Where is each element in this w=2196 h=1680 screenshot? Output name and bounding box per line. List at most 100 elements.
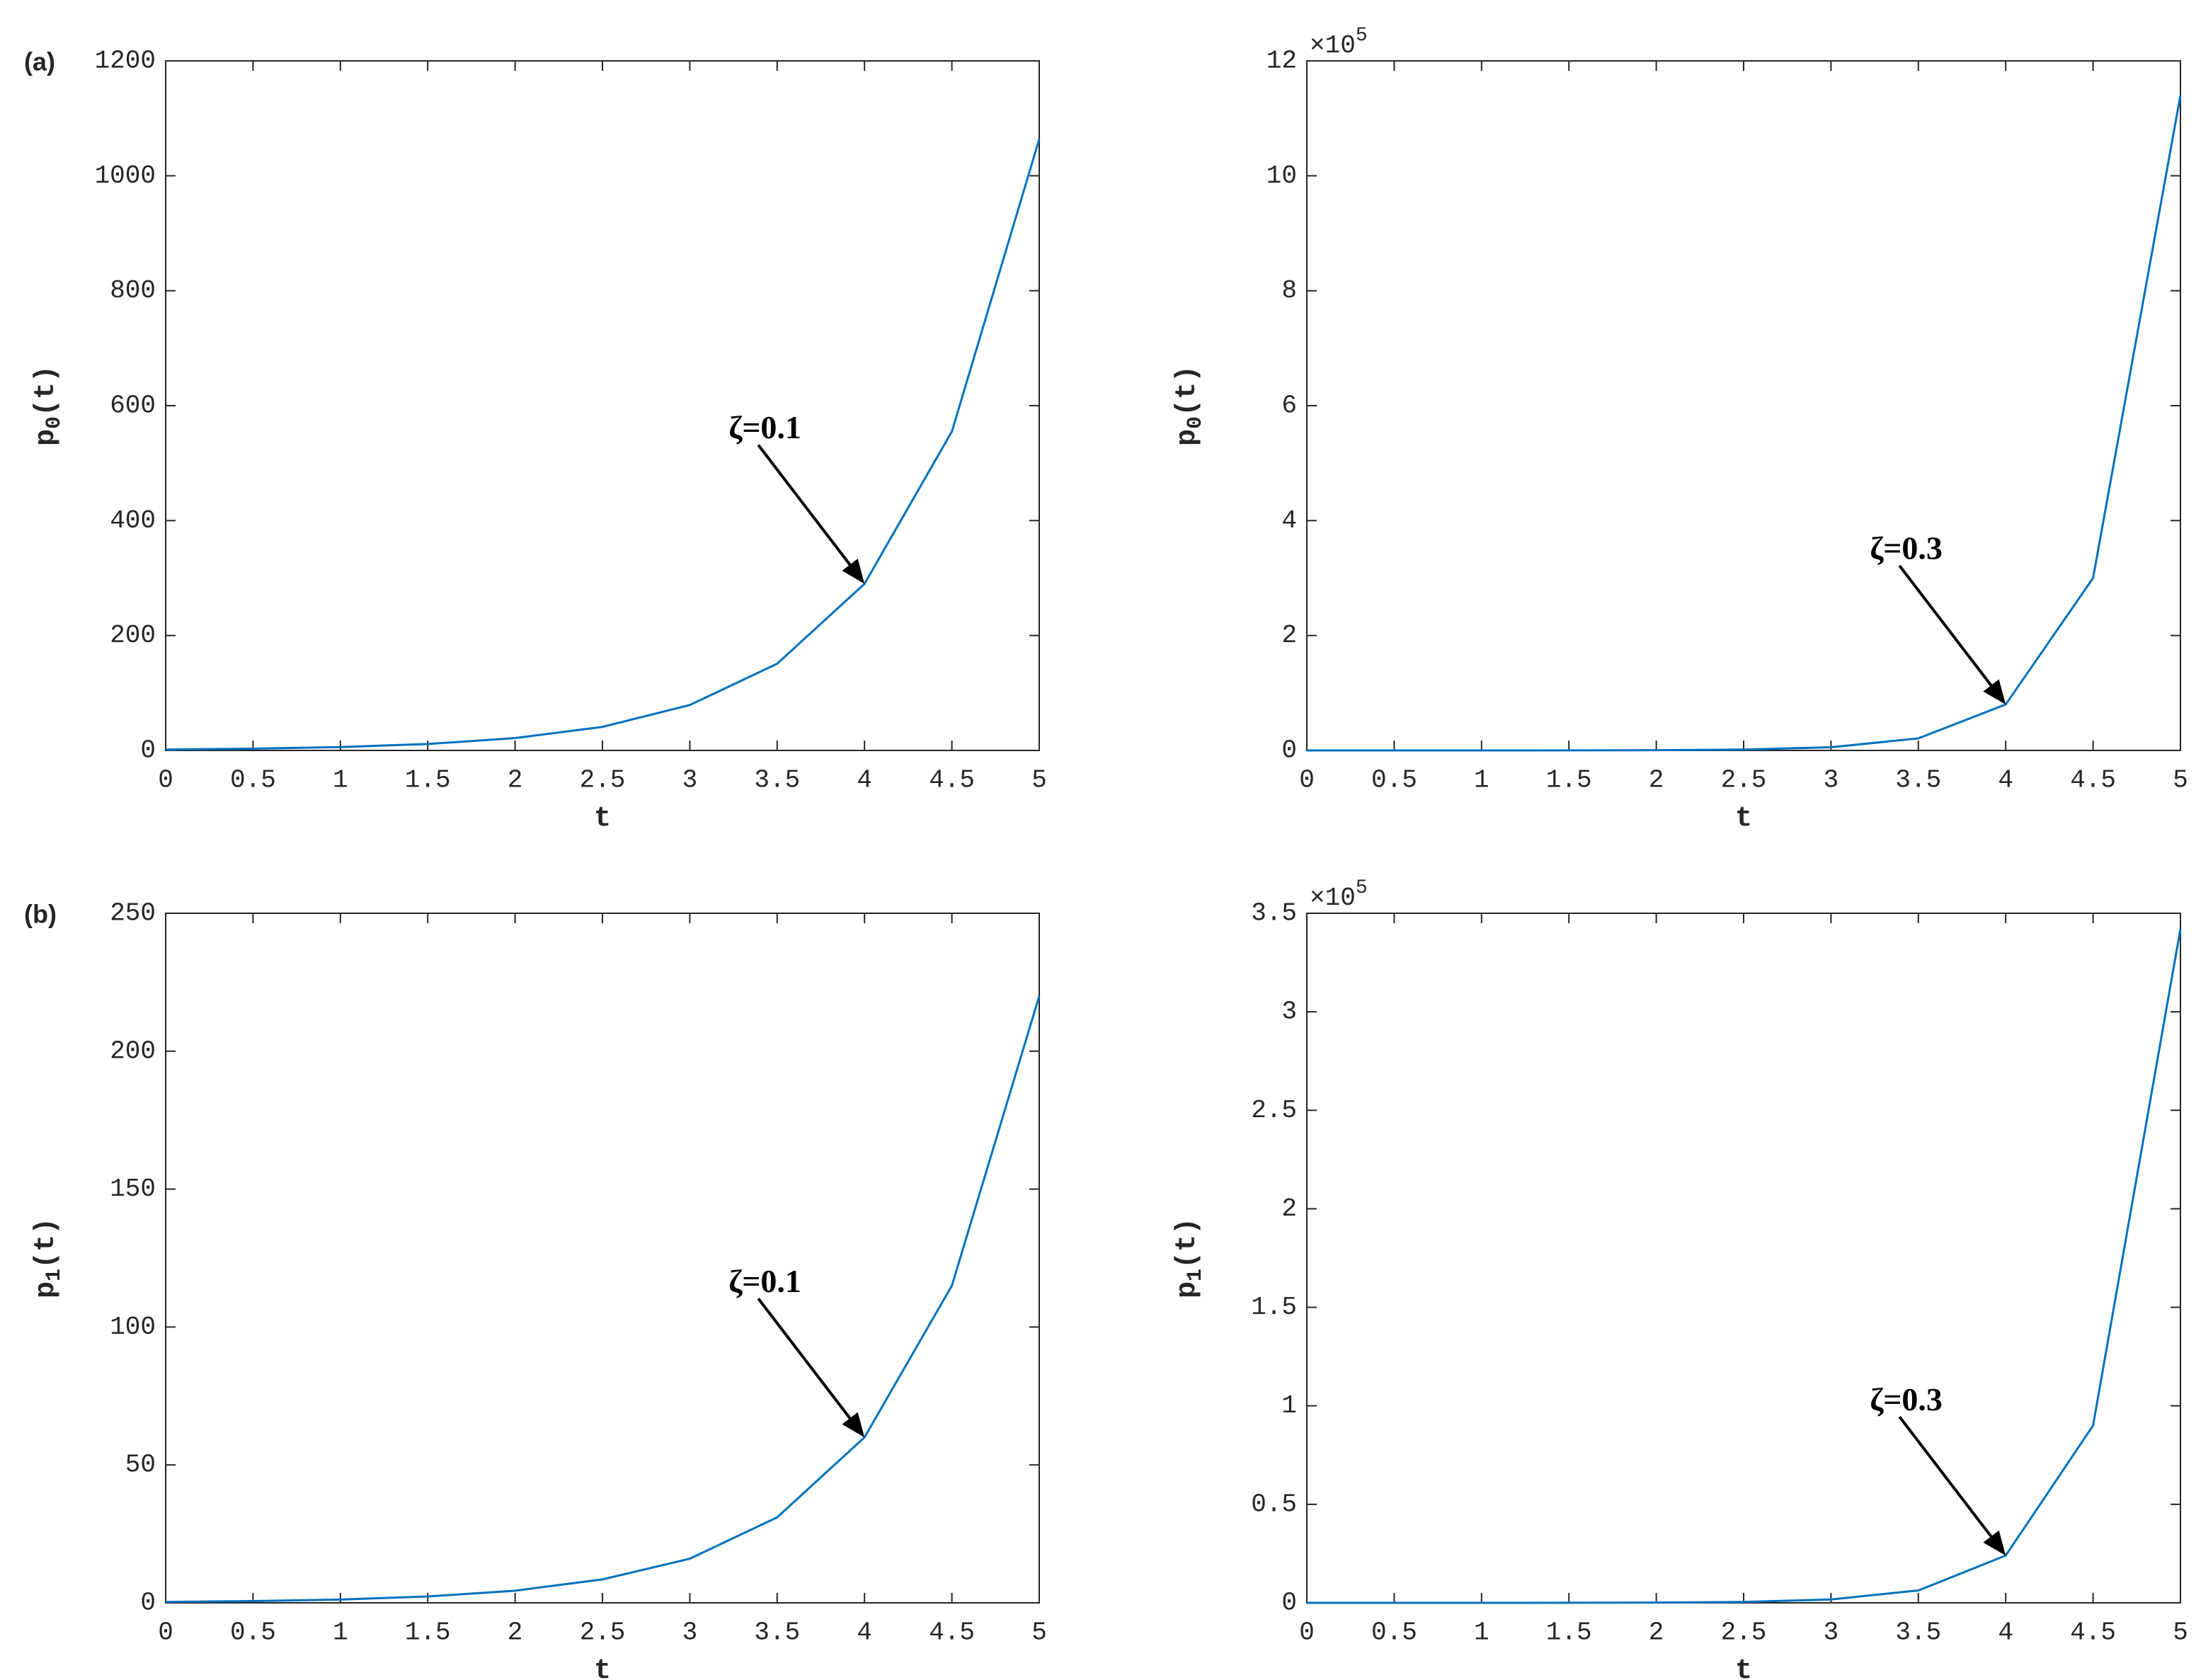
data-line bbox=[165, 138, 1041, 751]
x-tick-label: 3 bbox=[682, 1618, 698, 1647]
x-tick-label: 2 bbox=[508, 766, 523, 795]
x-tick-label: 1.5 bbox=[1546, 766, 1592, 795]
x-tick-label: 1 bbox=[333, 1618, 348, 1647]
x-tick-label: 0.5 bbox=[1371, 766, 1417, 795]
annotation-arrow bbox=[757, 444, 852, 566]
x-tick-label: 4 bbox=[857, 1618, 872, 1647]
annotation-arrow bbox=[757, 1298, 852, 1419]
x-tick-label: 2.5 bbox=[580, 766, 626, 795]
plot-area bbox=[1306, 60, 2181, 751]
x-tick-label: 1 bbox=[333, 766, 348, 795]
multiplier-base: ×10 bbox=[1310, 31, 1356, 60]
x-tick-label: 4 bbox=[1998, 766, 2013, 795]
y-label-sub: 1 bbox=[1184, 1269, 1208, 1281]
annotation-arrowhead bbox=[842, 559, 865, 584]
y-axis-label: p1(t) bbox=[1172, 1218, 1208, 1298]
y-tick-label: 10 bbox=[1266, 161, 1297, 190]
x-tick-label: 0 bbox=[1299, 766, 1315, 795]
x-tick-label: 0 bbox=[158, 766, 173, 795]
y-tick-label: 600 bbox=[110, 392, 156, 421]
y-tick-label: 200 bbox=[110, 1036, 156, 1065]
annotation-arrowhead bbox=[1983, 679, 2006, 705]
y-label-rest: (t) bbox=[30, 365, 62, 416]
x-tick-label: 3.5 bbox=[754, 766, 800, 795]
y-tick-label: 2.5 bbox=[1251, 1096, 1297, 1125]
y-axis-label: p0(t) bbox=[1172, 365, 1208, 446]
y-label-rest: (t) bbox=[30, 1218, 62, 1269]
x-tick-label: 4.5 bbox=[929, 1618, 975, 1647]
x-tick-label: 3 bbox=[682, 766, 698, 795]
x-tick-label: 0 bbox=[1299, 1618, 1315, 1647]
y-tick-label: 3.5 bbox=[1251, 899, 1297, 928]
y-tick-label: 1200 bbox=[95, 47, 156, 76]
data-line bbox=[1306, 95, 2182, 752]
y-tick-label: 8 bbox=[1281, 276, 1297, 305]
x-axis-label: t bbox=[594, 1656, 611, 1680]
y-tick-label: 4 bbox=[1281, 506, 1297, 535]
annotation-label: ζ=0.3 bbox=[1870, 1381, 1943, 1417]
x-axis-label: t bbox=[1735, 1656, 1752, 1680]
y-tick-label: 400 bbox=[110, 506, 156, 535]
panel-label: (a) bbox=[24, 47, 55, 76]
annotation-arrowhead bbox=[842, 1412, 865, 1438]
y-tick-label: 1 bbox=[1281, 1391, 1297, 1420]
y-tick-label: 100 bbox=[110, 1313, 156, 1342]
y-tick-label: 0.5 bbox=[1251, 1490, 1297, 1519]
x-tick-label: 3.5 bbox=[1895, 1618, 1941, 1647]
multiplier-exponent: 5 bbox=[1356, 25, 1368, 47]
y-tick-label: 800 bbox=[110, 276, 156, 305]
y-label-sub: 0 bbox=[1184, 416, 1208, 429]
annotation-label: ζ=0.1 bbox=[728, 1263, 801, 1299]
x-tick-label: 5 bbox=[2173, 1618, 2188, 1647]
x-tick-label: 3 bbox=[1824, 1618, 1839, 1647]
x-tick-label: 2.5 bbox=[580, 1618, 626, 1647]
multiplier-exponent: 5 bbox=[1356, 877, 1368, 899]
x-tick-label: 3.5 bbox=[754, 1618, 800, 1647]
y-tick-label: 0 bbox=[1281, 1589, 1297, 1618]
y-tick-label: 0 bbox=[140, 736, 156, 765]
x-axis-label: t bbox=[1735, 804, 1752, 835]
x-tick-label: 4.5 bbox=[929, 766, 975, 795]
annotation-label: ζ=0.3 bbox=[1870, 530, 1943, 566]
y-tick-label: 2 bbox=[1281, 621, 1297, 650]
y-tick-label: 12 bbox=[1266, 47, 1297, 76]
y-tick-label: 6 bbox=[1281, 392, 1297, 421]
y-label-sub: 1 bbox=[42, 1269, 67, 1281]
y-tick-label: 50 bbox=[125, 1451, 156, 1480]
axis-multiplier: ×105 bbox=[1310, 25, 1368, 59]
y-label-rest: (t) bbox=[1172, 1218, 1203, 1269]
y-axis-label: p0(t) bbox=[30, 365, 67, 446]
panel-label: (b) bbox=[24, 900, 57, 929]
x-tick-label: 0.5 bbox=[1371, 1618, 1417, 1647]
y-tick-label: 1.5 bbox=[1251, 1293, 1297, 1322]
x-tick-label: 2 bbox=[1649, 766, 1664, 795]
y-tick-label: 3 bbox=[1281, 998, 1297, 1027]
annotation-arrow bbox=[1898, 564, 1993, 687]
x-tick-label: 3.5 bbox=[1895, 766, 1941, 795]
x-tick-label: 5 bbox=[1031, 766, 1047, 795]
x-tick-label: 2 bbox=[1649, 1618, 1664, 1647]
x-tick-label: 1 bbox=[1474, 1618, 1489, 1647]
x-tick-label: 1 bbox=[1474, 766, 1489, 795]
y-tick-label: 0 bbox=[1281, 736, 1297, 765]
plot-area bbox=[165, 60, 1040, 751]
y-tick-label: 200 bbox=[110, 621, 156, 650]
y-axis-label: p1(t) bbox=[30, 1218, 67, 1298]
y-label-sub: 0 bbox=[42, 416, 67, 429]
y-label-base: p bbox=[30, 1281, 62, 1298]
x-tick-label: 3 bbox=[1824, 766, 1839, 795]
y-tick-label: 150 bbox=[110, 1175, 156, 1204]
x-tick-label: 5 bbox=[1031, 1618, 1047, 1647]
data-line bbox=[1307, 929, 2182, 1604]
y-tick-label: 1000 bbox=[95, 161, 156, 190]
data-line bbox=[165, 995, 1041, 1604]
y-tick-label: 250 bbox=[110, 899, 156, 928]
y-label-base: p bbox=[1172, 429, 1203, 446]
annotation-label: ζ=0.1 bbox=[728, 409, 801, 445]
plot-area bbox=[165, 913, 1040, 1604]
annotation-arrowhead bbox=[1983, 1530, 2006, 1556]
plot-area bbox=[1306, 913, 2181, 1604]
x-tick-label: 2 bbox=[508, 1618, 523, 1647]
x-tick-label: 5 bbox=[2173, 766, 2188, 795]
